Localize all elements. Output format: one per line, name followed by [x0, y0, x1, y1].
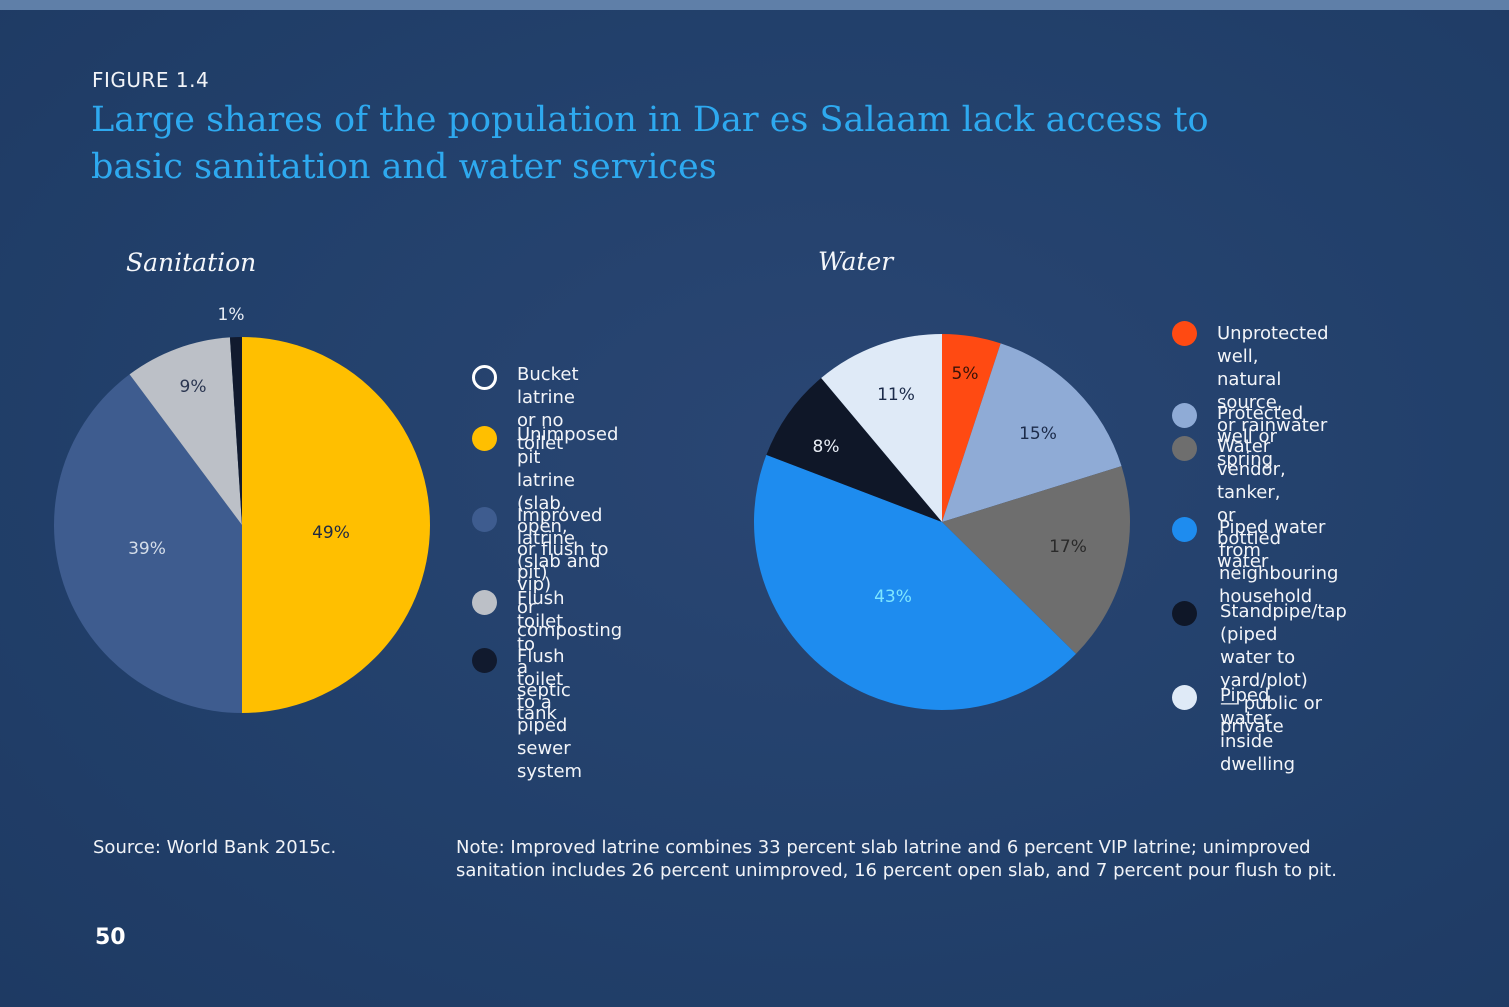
data-label-unprotected-well: 5% — [952, 364, 979, 384]
pie-slice-flush-sewer — [229, 337, 242, 525]
data-label-piped-neighbour: 43% — [874, 587, 912, 607]
legend-swatch — [472, 507, 497, 532]
data-label-protected-well: 15% — [1019, 424, 1057, 444]
legend-swatch — [1172, 436, 1197, 461]
source-text: Source: World Bank 2015c. — [93, 837, 337, 858]
data-label-flush-sewer: 1% — [218, 305, 245, 325]
legend-label: Water vendor, tanker, or bottled water — [1217, 436, 1286, 572]
legend-swatch — [1172, 601, 1197, 626]
page-number: 50 — [95, 925, 126, 950]
pie-slice-standpipe — [766, 377, 942, 522]
data-label-piped-inside: 11% — [877, 385, 915, 405]
pie-slice-flush-septic — [129, 337, 242, 525]
legend-swatch — [1172, 685, 1197, 710]
legend-label: Improved latrine (slab and vip) or compo… — [517, 505, 623, 641]
data-label-water-vendor: 17% — [1049, 537, 1087, 557]
legend-swatch — [472, 426, 497, 451]
pie-slice-water-vendor — [942, 466, 1130, 654]
top-band — [0, 0, 1509, 10]
sanitation-pie-chart: 49% 39% 9% 1% — [53, 305, 430, 713]
legend-label: Piped water from neighbouring household — [1219, 517, 1339, 607]
legend-label: Flush toilet to a septic tank — [517, 588, 571, 724]
legend-swatch — [1172, 517, 1197, 542]
pie-slice-piped-inside — [821, 334, 942, 522]
legend-swatch — [472, 648, 497, 673]
note-text: Note: Improved latrine combines 33 perce… — [456, 837, 1337, 881]
legend-swatch — [472, 590, 497, 615]
legend-label: Piped water inside dwelling — [1220, 685, 1296, 775]
data-label-improved-latrine: 39% — [128, 539, 166, 559]
figure-title: Large shares of the population in Dar es… — [91, 100, 1209, 187]
data-label-flush-septic: 9% — [180, 377, 207, 397]
pie-slice-improved-latrine — [53, 374, 243, 713]
water-chart-title: Water — [818, 247, 894, 276]
legend-label: Bucket latrine or no toilet — [517, 364, 579, 454]
water-pie-chart: 5% 15% 17% 43% 8% 11% — [754, 334, 1130, 710]
legend-swatch — [1172, 321, 1197, 346]
data-label-standpipe: 8% — [813, 437, 840, 457]
legend-label: Protected well or spring — [1217, 403, 1304, 470]
legend-label: Standpipe/tap (piped water to yard/plot)… — [1220, 601, 1347, 737]
pie-slice-unimproved-pit — [242, 337, 430, 713]
legend-swatch — [1172, 403, 1197, 428]
legend-label: Unprotected well, natural source, or rai… — [1217, 323, 1329, 436]
pie-slice-unprotected-well — [942, 334, 1001, 522]
data-label-unimproved-pit: 49% — [312, 523, 350, 543]
legend-swatch — [472, 365, 497, 390]
pie-slice-protected-well — [942, 343, 1122, 522]
legend-label: Unimposed pit latrine (slab, open, or fl… — [517, 424, 619, 583]
sanitation-chart-title: Sanitation — [126, 248, 257, 277]
figure-label: FIGURE 1.4 — [92, 68, 210, 92]
legend-label: Flush toilet to a piped sewer system — [517, 646, 583, 782]
pie-slice-piped-neighbour — [754, 454, 1076, 710]
